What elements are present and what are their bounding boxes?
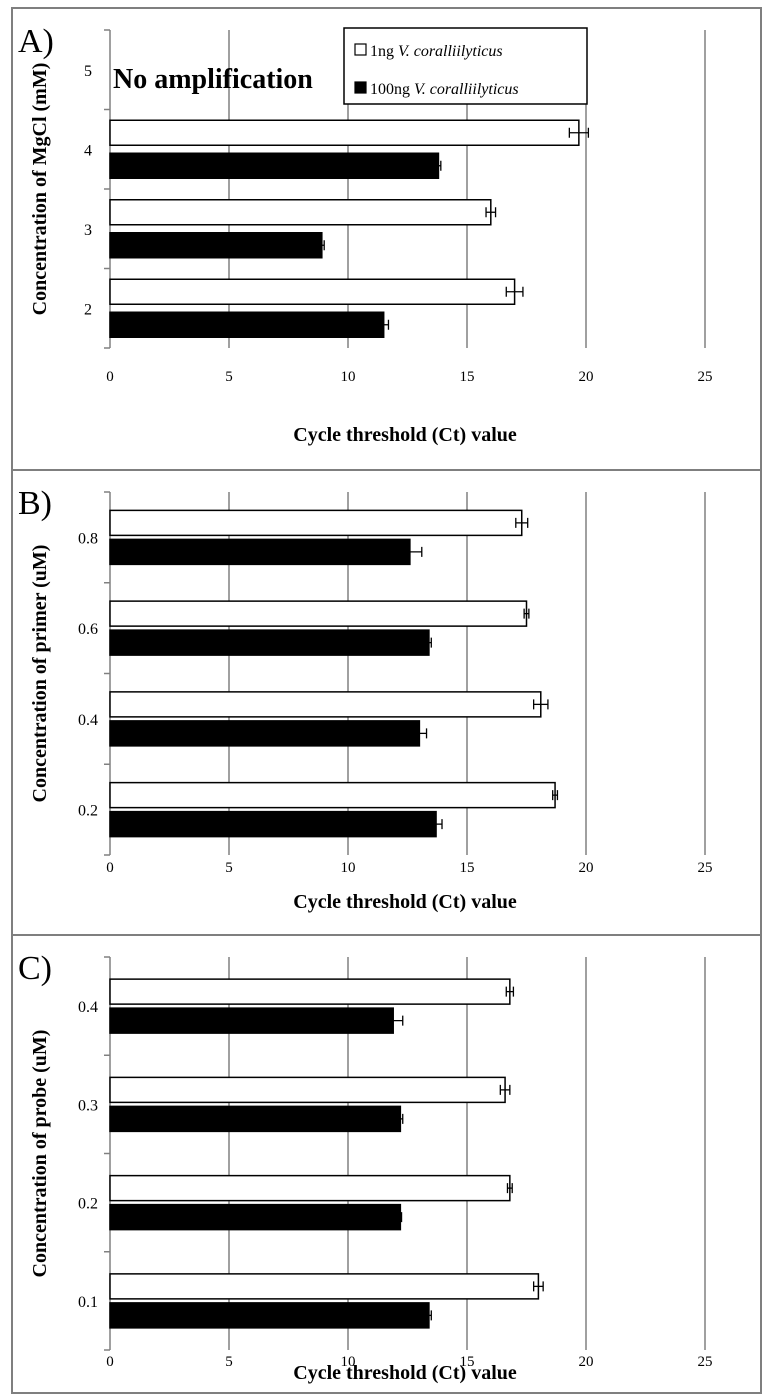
chart-panel-1: 2 3 4 5 0 5 10 15 20 25 Cycle threshold (Ct) value… xyxy=(11,7,762,471)
bar-1ng xyxy=(109,509,523,537)
bar-100ng xyxy=(109,232,323,259)
x-tick-label: 10 xyxy=(341,1354,356,1370)
legend-entry-prefix: 100ng xyxy=(370,81,414,98)
y-axis-label: Concentration of MgCl (mM) xyxy=(29,63,51,316)
bar-100ng xyxy=(109,1105,402,1133)
bar-100ng xyxy=(109,152,440,179)
x-tick-label: 20 xyxy=(579,369,594,385)
bar-1ng xyxy=(109,1273,540,1300)
y-tick-label: 0.4 xyxy=(78,999,98,1016)
x-tick-label: 5 xyxy=(225,369,233,385)
bar-1ng xyxy=(109,781,556,809)
legend-entry-100ng: 100ng V. coralliilyticus xyxy=(370,81,519,98)
bar-1ng xyxy=(109,600,528,627)
bar-100ng xyxy=(109,1007,394,1034)
x-tick-label: 5 xyxy=(225,860,233,876)
x-tick-label: 10 xyxy=(341,860,356,876)
x-tick-label: 0 xyxy=(106,1354,114,1370)
legend-box xyxy=(343,27,588,105)
chart-panel-2: 0.2 0.4 0.6 0.8 0 5 10 15 20 25 Cycle threshold (C… xyxy=(11,469,762,936)
bar-100ng xyxy=(109,538,411,566)
y-tick-label: 4 xyxy=(84,142,92,159)
bar-100ng xyxy=(109,311,385,338)
x-tick-label: 25 xyxy=(698,369,713,385)
x-axis-label: Cycle threshold (Ct) value xyxy=(293,424,517,446)
x-tick-label: 0 xyxy=(106,860,114,876)
x-axis-label: Cycle threshold (Ct) value xyxy=(293,891,517,913)
legend-entry-1ng: 1ng V. coralliilyticus xyxy=(370,43,503,60)
y-tick-label: 0.2 xyxy=(78,1196,98,1213)
bar-1ng xyxy=(109,978,511,1005)
bar-1ng xyxy=(109,119,580,146)
x-tick-label: 20 xyxy=(579,1354,594,1370)
x-tick-label: 20 xyxy=(579,860,594,876)
y-tick-label: 0.1 xyxy=(78,1294,98,1311)
annotation-text: No amplification xyxy=(113,64,313,95)
panel-frame xyxy=(11,934,762,1394)
y-axis-label: Concentration of primer (uM) xyxy=(29,545,51,803)
panel-label: A) xyxy=(18,23,54,60)
x-axis-label: Cycle threshold (Ct) value xyxy=(293,1362,517,1384)
bar-100ng xyxy=(109,629,430,656)
x-tick-label: 0 xyxy=(106,369,114,385)
y-tick-label: 2 xyxy=(84,301,92,318)
bar-100ng xyxy=(109,1302,430,1329)
bar-100ng xyxy=(109,720,421,747)
bar-100ng xyxy=(109,1203,402,1231)
x-tick-label: 25 xyxy=(698,860,713,876)
chart-panel-3: 0.1 0.2 0.3 0.4 0 5 10 15 20 25 Cycle threshold (C… xyxy=(11,934,762,1394)
legend-swatch-100ng xyxy=(354,81,367,94)
bar-1ng xyxy=(109,691,542,718)
y-tick-label: 0.2 xyxy=(78,803,98,820)
bar-1ng xyxy=(109,1174,511,1202)
y-axis-label: Concentration of probe (uM) xyxy=(29,1030,51,1278)
y-tick-label: 0.8 xyxy=(78,530,98,547)
bar-1ng xyxy=(109,199,492,226)
y-tick-label: 0.6 xyxy=(78,621,98,638)
y-tick-label: 0.4 xyxy=(78,712,98,729)
bar-1ng xyxy=(109,1076,506,1104)
x-tick-label: 15 xyxy=(460,369,475,385)
bar-100ng xyxy=(109,810,437,838)
x-tick-label: 25 xyxy=(698,1354,713,1370)
y-tick-label: 3 xyxy=(84,222,92,239)
bar-1ng xyxy=(109,278,516,305)
legend-swatch-1ng xyxy=(354,43,367,56)
x-tick-label: 15 xyxy=(460,860,475,876)
panel-label: B) xyxy=(18,485,52,522)
legend-entry-prefix: 1ng xyxy=(370,43,398,60)
x-tick-label: 5 xyxy=(225,1354,233,1370)
x-tick-label: 10 xyxy=(341,369,356,385)
legend-entry-species: V. coralliilyticus xyxy=(414,81,519,98)
y-tick-label: 0.3 xyxy=(78,1097,98,1114)
legend-entry-species: V. coralliilyticus xyxy=(398,43,503,60)
panel-label: C) xyxy=(18,950,52,987)
y-tick-label: 5 xyxy=(84,63,92,80)
x-tick-label: 15 xyxy=(460,1354,475,1370)
